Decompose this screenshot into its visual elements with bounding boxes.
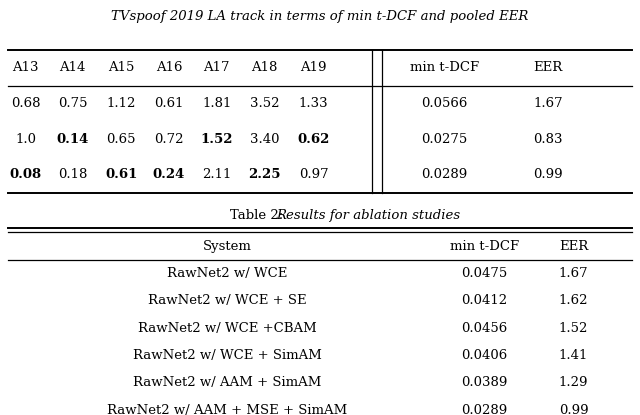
- Text: 1.12: 1.12: [106, 97, 136, 110]
- Text: 1.62: 1.62: [559, 294, 588, 308]
- Text: 0.0412: 0.0412: [461, 294, 508, 308]
- Text: RawNet2 w/ AAM + SimAM: RawNet2 w/ AAM + SimAM: [133, 376, 322, 389]
- Text: 0.0566: 0.0566: [421, 97, 467, 110]
- Text: 0.0389: 0.0389: [461, 376, 508, 389]
- Text: Results for ablation studies: Results for ablation studies: [276, 209, 461, 222]
- Text: 0.68: 0.68: [11, 97, 40, 110]
- Text: 0.0289: 0.0289: [461, 404, 508, 415]
- Text: 1.81: 1.81: [202, 97, 232, 110]
- Text: 0.61: 0.61: [154, 97, 184, 110]
- Text: 0.0456: 0.0456: [461, 322, 508, 335]
- Text: EER: EER: [534, 61, 563, 74]
- Text: RawNet2 w/ WCE + SimAM: RawNet2 w/ WCE + SimAM: [133, 349, 322, 362]
- Text: 0.72: 0.72: [154, 132, 184, 146]
- Text: RawNet2 w/ WCE +CBAM: RawNet2 w/ WCE +CBAM: [138, 322, 317, 335]
- Text: 3.40: 3.40: [250, 132, 279, 146]
- Text: 1.29: 1.29: [559, 376, 588, 389]
- Text: 0.65: 0.65: [106, 132, 136, 146]
- Text: A17: A17: [204, 61, 230, 74]
- Text: min t-DCF: min t-DCF: [450, 239, 519, 253]
- Text: 2.25: 2.25: [248, 168, 281, 181]
- Text: 3.52: 3.52: [250, 97, 279, 110]
- Text: EER: EER: [559, 239, 588, 253]
- Text: 1.52: 1.52: [559, 322, 588, 335]
- Text: 0.14: 0.14: [56, 132, 89, 146]
- Text: 0.0475: 0.0475: [461, 267, 508, 280]
- Text: 0.99: 0.99: [533, 168, 563, 181]
- Text: 0.83: 0.83: [533, 132, 563, 146]
- Text: 0.0275: 0.0275: [421, 132, 467, 146]
- Text: 0.97: 0.97: [299, 168, 328, 181]
- Text: System: System: [203, 239, 252, 253]
- Text: 1.67: 1.67: [559, 267, 588, 280]
- Text: A16: A16: [156, 61, 182, 74]
- Text: RawNet2 w/ AAM + MSE + SimAM: RawNet2 w/ AAM + MSE + SimAM: [108, 404, 348, 415]
- Text: 0.08: 0.08: [10, 168, 42, 181]
- Text: 0.61: 0.61: [105, 168, 138, 181]
- Text: 0.24: 0.24: [153, 168, 185, 181]
- Text: 1.41: 1.41: [559, 349, 588, 362]
- Text: 1.33: 1.33: [299, 97, 328, 110]
- Text: A14: A14: [60, 61, 86, 74]
- Text: A18: A18: [252, 61, 278, 74]
- Text: 0.62: 0.62: [298, 132, 330, 146]
- Text: RawNet2 w/ WCE + SE: RawNet2 w/ WCE + SE: [148, 294, 307, 308]
- Text: 0.18: 0.18: [58, 168, 88, 181]
- Text: A15: A15: [108, 61, 134, 74]
- Text: 0.0289: 0.0289: [421, 168, 467, 181]
- Text: RawNet2 w/ WCE: RawNet2 w/ WCE: [168, 267, 288, 280]
- Text: A13: A13: [12, 61, 39, 74]
- Text: min t-DCF: min t-DCF: [410, 61, 479, 74]
- Text: 1.0: 1.0: [15, 132, 36, 146]
- Text: Table 2:: Table 2:: [230, 209, 290, 222]
- Text: TVspoof 2019 LA track in terms of min t-DCF and pooled EER: TVspoof 2019 LA track in terms of min t-…: [111, 10, 529, 23]
- Text: 0.75: 0.75: [58, 97, 88, 110]
- Text: 2.11: 2.11: [202, 168, 232, 181]
- Text: 0.99: 0.99: [559, 404, 588, 415]
- Text: 0.0406: 0.0406: [461, 349, 508, 362]
- Text: A19: A19: [300, 61, 327, 74]
- Text: 1.52: 1.52: [200, 132, 233, 146]
- Text: 1.67: 1.67: [533, 97, 563, 110]
